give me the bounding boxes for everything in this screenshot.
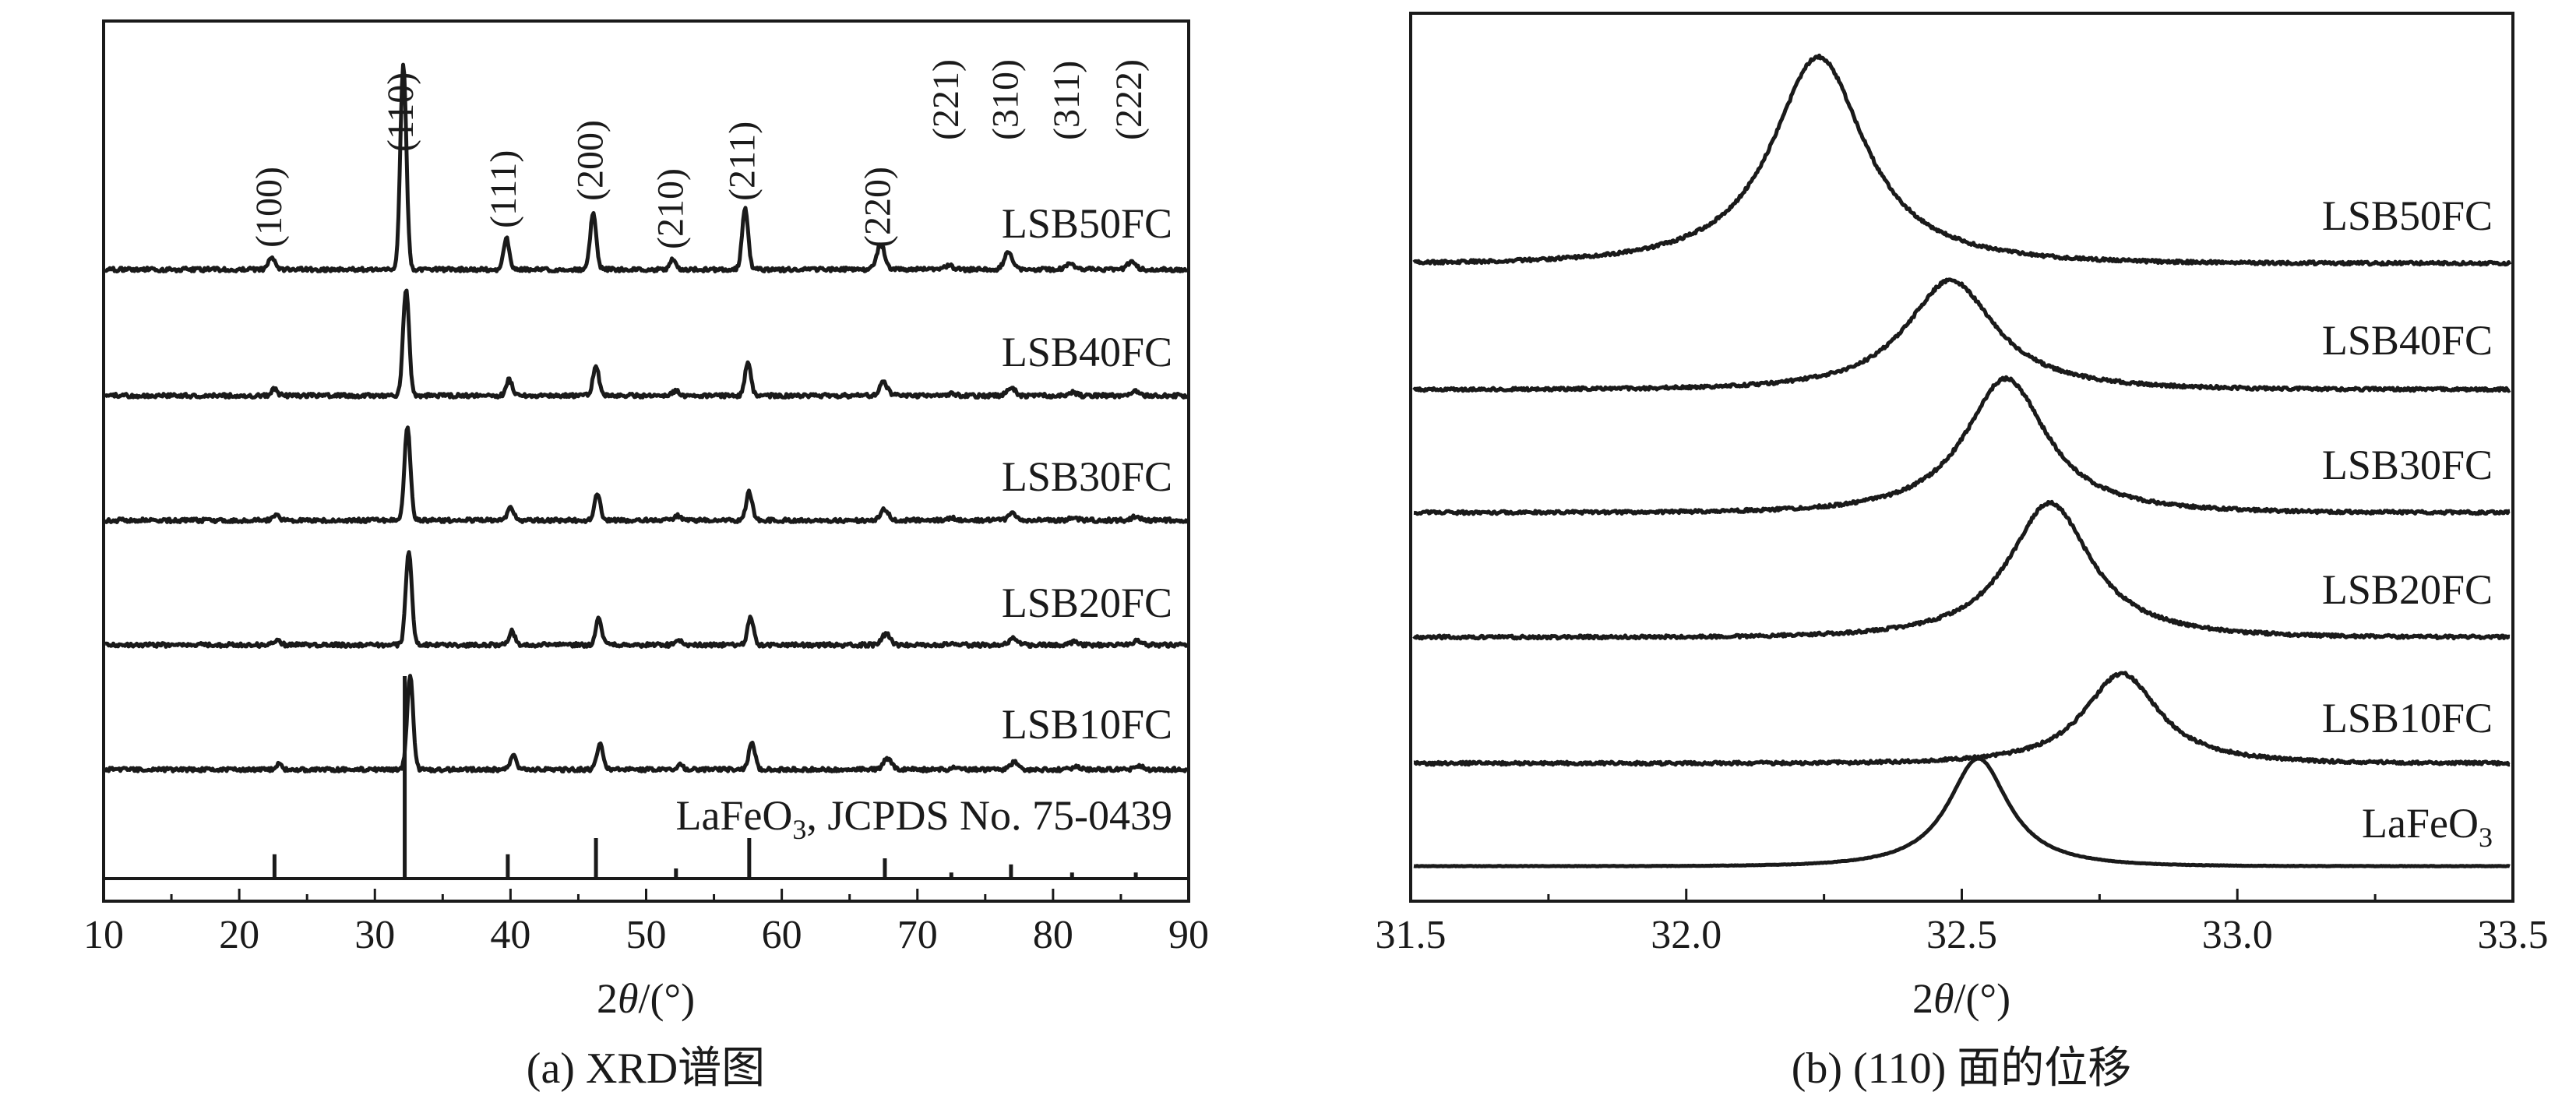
- panel-b-series-labels: LaFeO3 LSB10FC LSB20FC LSB30FC LSB40FC LSB50F…: [2322, 192, 2493, 853]
- panel-b-x-tick-label: 33.0: [2202, 913, 2273, 957]
- trace-lsb40fc: [103, 288, 1189, 400]
- trace-lsb30fc: [103, 425, 1189, 524]
- panel-b-x-ticks: 31.5 32.0 32.5 33.0 33.5: [1376, 889, 2549, 957]
- series-label-lsb40fc: LSB40FC: [1002, 329, 1172, 375]
- hkl-annotation: (100): [248, 167, 290, 248]
- panel-b-x-tick-label: 33.5: [2478, 913, 2549, 957]
- panel-a-x-tick-label: 70: [897, 913, 938, 957]
- shift-label-lsb20fc: LSB20FC: [2322, 566, 2493, 613]
- trace-lsb20fc: [104, 550, 1189, 649]
- panel-a-x-tick-label: 60: [762, 913, 802, 957]
- series-label-lsb30fc: LSB30FC: [1002, 453, 1172, 500]
- panel-a-x-ticks: 10 20 30 40 50 60 70 80 90: [83, 889, 1209, 957]
- panel-a-x-tick-label: 80: [1033, 913, 1073, 957]
- panel-a-traces: [103, 62, 1189, 880]
- trace-lsb10fc: [103, 674, 1189, 773]
- shift-label-lsb40fc: LSB40FC: [2322, 317, 2493, 364]
- shift-label-lsb10fc: LSB10FC: [2322, 695, 2493, 741]
- hkl-annotation: (210): [650, 168, 691, 249]
- panel-a-x-tick-label: 30: [354, 913, 395, 957]
- reference-label: LaFeO3, JCPDS No. 75-0439: [675, 792, 1172, 845]
- hkl-annotation: (221): [925, 59, 967, 140]
- shift-trace-lafeo3: [1413, 756, 2511, 868]
- panel-a-x-tick-label: 40: [490, 913, 530, 957]
- panel-a-series-labels: LaFeO3, JCPDS No. 75-0439 LSB10FC LSB20FC L…: [675, 200, 1172, 845]
- shift-label-lsb30fc: LSB30FC: [2322, 442, 2493, 488]
- hkl-annotation: (222): [1108, 59, 1150, 140]
- panel-a-x-axis-title: 2θ/(°): [597, 975, 695, 1022]
- panel-a-hkl-annotations: (100) (110) (111) (200) (210) (211) (220) (221)…: [248, 59, 1150, 249]
- panel-b-traces: [1412, 53, 2512, 868]
- shift-trace-lsb30fc: [1413, 375, 2511, 516]
- trace-lsb50fc: [104, 62, 1189, 273]
- panel-a-caption: (a) XRD谱图: [527, 1044, 765, 1093]
- shift-label-lsb50fc: LSB50FC: [2322, 192, 2493, 239]
- hkl-annotation: (111): [483, 150, 524, 228]
- series-label-lsb20fc: LSB20FC: [1002, 579, 1172, 626]
- hkl-annotation: (200): [570, 120, 611, 201]
- hkl-annotation: (310): [985, 59, 1026, 140]
- shift-label-lafeo3: LaFeO3: [2362, 800, 2493, 853]
- hkl-annotation: (220): [858, 167, 899, 248]
- hkl-annotation: (211): [722, 122, 763, 201]
- shift-trace-lsb40fc: [1412, 277, 2511, 393]
- panel-b-caption: (b) (110) 面的位移: [1792, 1044, 2132, 1093]
- shift-trace-lsb10fc: [1413, 671, 2511, 767]
- shift-trace-lsb20fc: [1412, 499, 2511, 641]
- panel-b-shift-chart: 31.5 32.0 32.5 33.0 33.5 LaFeO3 LSB10FC LSB20F…: [1376, 12, 2549, 1093]
- panel-b-x-tick-label: 32.0: [1651, 913, 1721, 957]
- panel-a-x-tick-label: 50: [626, 913, 667, 957]
- series-label-lsb10fc: LSB10FC: [1002, 701, 1172, 748]
- panel-a-xrd-chart: 10 20 30 40 50 60 70 80 90 LaFeO3, JCPDS No. 75-…: [83, 19, 1209, 1093]
- panel-a-x-tick-label: 20: [219, 913, 259, 957]
- hkl-annotation: (110): [380, 72, 421, 152]
- series-label-lsb50fc: LSB50FC: [1002, 200, 1172, 247]
- shift-trace-lsb50fc: [1412, 53, 2512, 267]
- panel-a-x-tick-label: 10: [83, 913, 124, 957]
- panel-b-x-tick-label: 31.5: [1376, 913, 1447, 957]
- panel-a-x-tick-label: 90: [1168, 913, 1209, 957]
- panel-b-x-tick-label: 32.5: [1926, 913, 1997, 957]
- panel-b-x-axis-title: 2θ/(°): [1912, 975, 2010, 1022]
- hkl-annotation: (311): [1046, 61, 1087, 140]
